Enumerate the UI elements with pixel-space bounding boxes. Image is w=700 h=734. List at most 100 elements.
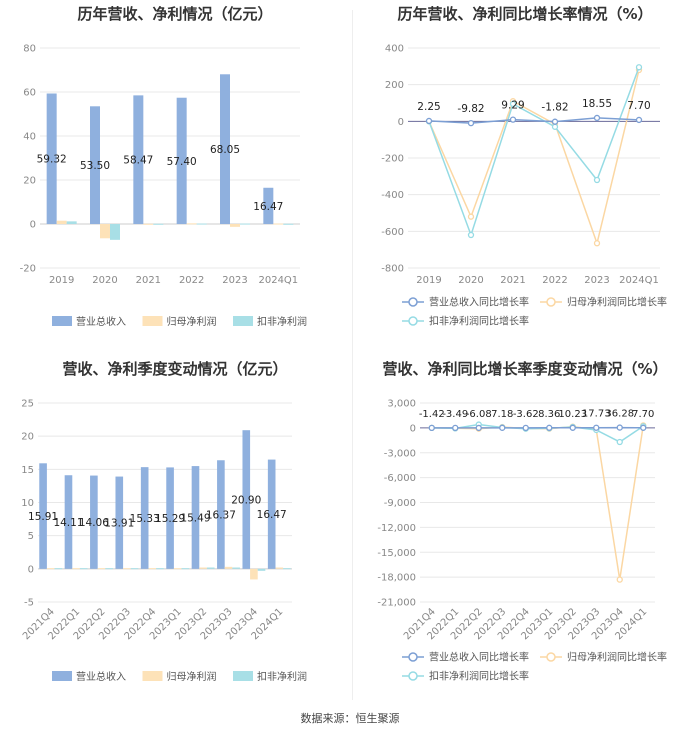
y-tick-label: -800 [381, 264, 404, 275]
bar-net-profit [199, 567, 207, 569]
point-data-label: 36.28 [605, 409, 634, 420]
line-point [425, 117, 433, 125]
legend-label: 扣非净利润同比增长率 [429, 315, 529, 328]
legend-swatch [52, 316, 72, 326]
legend-marker [408, 652, 418, 662]
line-point [551, 123, 559, 130]
legend-label: 归母净利润 [167, 670, 217, 683]
point-data-label: 8.36 [538, 409, 560, 420]
line-point [467, 231, 475, 239]
legend-label: 营业总收入同比增长率 [429, 651, 529, 664]
point-data-label: 2.25 [417, 101, 440, 113]
x-tick-label: 2019 [416, 275, 441, 286]
x-tick-label: 2019 [49, 275, 74, 286]
x-tick-label: 2024Q1 [619, 275, 659, 286]
legend-marker [408, 671, 418, 681]
bar-deducted-profit [257, 568, 266, 571]
line-point [593, 240, 601, 247]
line-point [593, 424, 600, 431]
bar-revenue [176, 97, 187, 224]
line-point [635, 64, 643, 71]
point-data-label: -3.62 [513, 409, 539, 420]
quarterly-growth-panel: 营收、净利同比增长率季度变动情况（%） 3,000 0 -3,000 -6,000 -9… [350, 355, 700, 705]
y-tick-label: -18,000 [377, 573, 416, 584]
line-point [616, 576, 623, 583]
y-tick-label: -400 [381, 190, 404, 201]
bar-deducted-profit [130, 568, 139, 570]
bar-data-label: 15.49 [180, 512, 210, 524]
legend-label: 营业总收入 [76, 670, 126, 683]
bar-net-profit [72, 568, 80, 570]
chart-title: 营收、净利同比增长率季度变动情况（%） [382, 360, 668, 378]
y-tick-label: -21,000 [377, 598, 416, 609]
bar-net-profit [224, 566, 233, 569]
bar-deducted-profit [66, 221, 77, 224]
annual-revenue-profit-chart: 80 60 40 20 0 -20 2019 2020 2021 2022 2023 2024Q1 59… [20, 44, 307, 329]
legend-marker [546, 652, 556, 662]
y-tick-label: -600 [381, 227, 404, 238]
y-tick-label: -15,000 [377, 548, 416, 559]
bar-data-label: 58.47 [123, 155, 153, 167]
x-tick-label: 2022 [179, 275, 204, 286]
y-tick-label: -3,000 [384, 448, 416, 459]
bar-revenue [90, 106, 100, 224]
bar-data-label: 53.50 [80, 160, 110, 172]
y-tick-label: 0 [30, 220, 36, 231]
bar-net-profit [148, 568, 157, 570]
legend-label: 归母净利润 [167, 315, 217, 328]
annual-growth-chart: 400 200 0 -200 -400 -600 -800 2019 2020 2021 2022 2… [381, 44, 667, 328]
x-tick-label: 2023 [584, 275, 609, 286]
y-tick-label: -20 [20, 264, 36, 275]
legend-label: 扣非净利润 [257, 670, 307, 683]
bar-revenue [140, 467, 149, 569]
point-data-label: 18.55 [582, 98, 612, 110]
bar-revenue [90, 475, 98, 569]
point-data-label: 17.73 [582, 409, 611, 420]
bar-deducted-profit [153, 223, 164, 225]
bar-data-label: 57.40 [167, 156, 197, 168]
y-tick-label: -12,000 [377, 523, 416, 534]
bar-data-label: 59.32 [37, 154, 67, 166]
bar-revenue [191, 466, 200, 569]
bar-deducted-profit [283, 568, 291, 570]
bar-revenue [166, 467, 174, 569]
bar-net-profit [173, 568, 182, 570]
y-tick-label: 20 [23, 176, 36, 187]
chart-title: 历年营收、净利情况（亿元） [77, 5, 273, 23]
line-point [551, 118, 559, 125]
bar-deducted-profit [240, 223, 250, 225]
x-tick-label: 2021 [136, 275, 161, 286]
line-point [616, 424, 623, 431]
point-data-label: 7.70 [632, 409, 654, 420]
bar-deducted-profit [181, 568, 190, 570]
legend-swatch [142, 671, 163, 681]
bar-data-label: 15.33 [130, 513, 160, 525]
y-tick-label: -200 [381, 154, 404, 165]
y-tick-label: 20 [21, 432, 34, 443]
bar-data-label: 20.90 [231, 495, 261, 507]
line-point [640, 424, 647, 431]
point-data-label: -3.49 [442, 409, 468, 420]
x-tick-label: 2021 [500, 275, 525, 286]
y-tick-label: 0 [410, 423, 416, 434]
y-tick-label: 15 [21, 465, 34, 476]
bar-deducted-profit [156, 568, 164, 570]
line-point [467, 119, 475, 127]
legend-marker [546, 297, 556, 307]
bar-data-label: 68.05 [210, 144, 240, 156]
x-tick-label: 2020 [458, 275, 483, 286]
bar-revenue [39, 463, 47, 569]
legend-label: 扣非净利润 [257, 315, 307, 328]
bar-net-profit [46, 568, 55, 570]
bar-deducted-profit [54, 568, 63, 570]
y-tick-label: 25 [21, 399, 34, 410]
x-tick-label: 2020 [92, 275, 117, 286]
y-tick-label: 10 [21, 498, 34, 509]
y-tick-label: -5 [24, 598, 34, 609]
bar-revenue [220, 74, 230, 224]
point-data-label: 9.29 [501, 100, 524, 112]
bar-deducted-profit [232, 567, 240, 569]
chart-title: 营收、净利季度变动情况（亿元） [62, 360, 288, 378]
y-tick-label: 200 [385, 80, 404, 91]
line-point [509, 116, 517, 123]
